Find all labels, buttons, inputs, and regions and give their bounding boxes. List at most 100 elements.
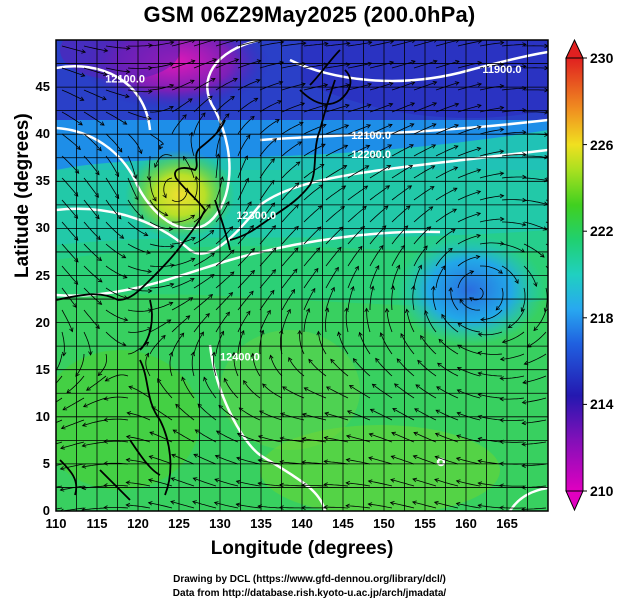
streamline	[391, 60, 416, 69]
streamline	[104, 440, 129, 443]
colorbar-tick-label: 218	[590, 309, 614, 326]
streamline-arrow	[152, 196, 157, 202]
streamline-arrow	[544, 132, 548, 137]
streamline-arrow	[215, 430, 221, 435]
streamline	[347, 124, 371, 135]
streamline	[457, 367, 481, 377]
streamline-arrow	[456, 434, 461, 439]
streamline	[438, 339, 459, 355]
streamline-arrow	[157, 378, 162, 383]
streamline	[346, 435, 371, 443]
streamline	[98, 353, 108, 376]
streamline-arrow	[477, 459, 483, 464]
streamline-arrow	[430, 285, 436, 291]
streamline	[435, 60, 460, 69]
streamline	[171, 188, 188, 202]
streamline	[347, 286, 354, 311]
streamline-arrow	[188, 98, 193, 103]
streamline	[262, 383, 283, 399]
streamline-arrow	[477, 481, 483, 486]
y-tick-label: 35	[35, 173, 50, 189]
streamline-arrow	[103, 71, 108, 77]
streamline-arrow	[390, 478, 395, 483]
streamline	[369, 225, 387, 245]
streamline	[521, 507, 547, 510]
streamline	[149, 63, 174, 69]
streamline-arrow	[172, 429, 178, 434]
streamline	[347, 185, 368, 201]
streamline	[372, 383, 393, 399]
streamline-arrow	[364, 165, 370, 170]
streamline	[435, 187, 458, 201]
streamline-arrow	[432, 102, 438, 107]
streamline-arrow	[407, 185, 413, 190]
streamline-arrow	[168, 301, 174, 306]
y-tick-label: 45	[35, 79, 50, 95]
streamline-arrow	[224, 113, 230, 118]
colorbar-tick-label: 222	[590, 223, 614, 240]
streamline-arrow	[396, 264, 401, 270]
streamline	[479, 128, 504, 135]
streamline-arrow	[175, 403, 180, 409]
lat-lon-grid	[55, 39, 549, 512]
streamline-arrow	[192, 477, 198, 482]
streamline	[83, 45, 108, 52]
streamline	[478, 352, 503, 355]
streamline	[390, 479, 415, 487]
streamline	[237, 40, 262, 47]
streamline-arrow	[452, 187, 458, 192]
streamline-arrow	[324, 41, 329, 47]
streamline-arrow	[344, 307, 349, 313]
streamline	[479, 63, 504, 69]
streamline-arrow	[410, 102, 416, 107]
streamline-arrow	[411, 285, 416, 291]
streamline-arrow	[379, 245, 384, 250]
streamline	[325, 206, 345, 223]
streamline	[303, 268, 319, 289]
credit-line-1: Drawing by DCL (https://www.gfd-dennou.o…	[173, 574, 446, 585]
streamline-arrow	[476, 212, 482, 217]
streamline	[215, 455, 239, 465]
streamline	[61, 331, 65, 356]
streamline-arrow	[125, 457, 131, 463]
streamline	[259, 138, 277, 157]
streamline-arrow	[346, 410, 352, 415]
streamline-arrow	[323, 504, 328, 510]
streamline-arrow	[314, 267, 319, 273]
streamline-arrow	[410, 81, 416, 86]
streamline	[193, 78, 216, 91]
streamline-arrow	[230, 96, 235, 101]
streamline-arrow	[455, 59, 460, 65]
streamline	[457, 40, 482, 47]
streamline	[347, 246, 363, 267]
streamline-arrow	[123, 317, 129, 322]
streamline-arrow	[390, 455, 396, 460]
streamline	[148, 156, 151, 181]
streamline	[369, 205, 389, 223]
streamline-arrow	[220, 330, 225, 336]
streamline-arrow	[420, 334, 425, 340]
streamline	[224, 378, 239, 399]
streamline	[499, 419, 525, 421]
streamline-arrow	[499, 105, 505, 111]
streamline	[501, 65, 526, 69]
streamline	[193, 477, 217, 487]
streamline	[420, 335, 437, 355]
y-tick-label: 15	[35, 361, 50, 377]
streamline-arrow	[86, 386, 91, 391]
streamline	[83, 111, 105, 126]
streamline	[193, 252, 215, 267]
streamline	[281, 268, 298, 289]
streamline-arrow	[405, 205, 411, 210]
streamline-arrow	[383, 205, 389, 210]
streamline-arrow	[430, 165, 436, 170]
streamline	[259, 41, 284, 47]
streamline	[193, 274, 215, 289]
streamline	[105, 265, 128, 279]
streamline	[413, 226, 431, 245]
streamline-arrow	[208, 294, 214, 299]
streamline	[259, 247, 277, 267]
streamline	[171, 332, 185, 355]
streamline-arrow	[457, 322, 463, 327]
streamline	[325, 42, 350, 47]
